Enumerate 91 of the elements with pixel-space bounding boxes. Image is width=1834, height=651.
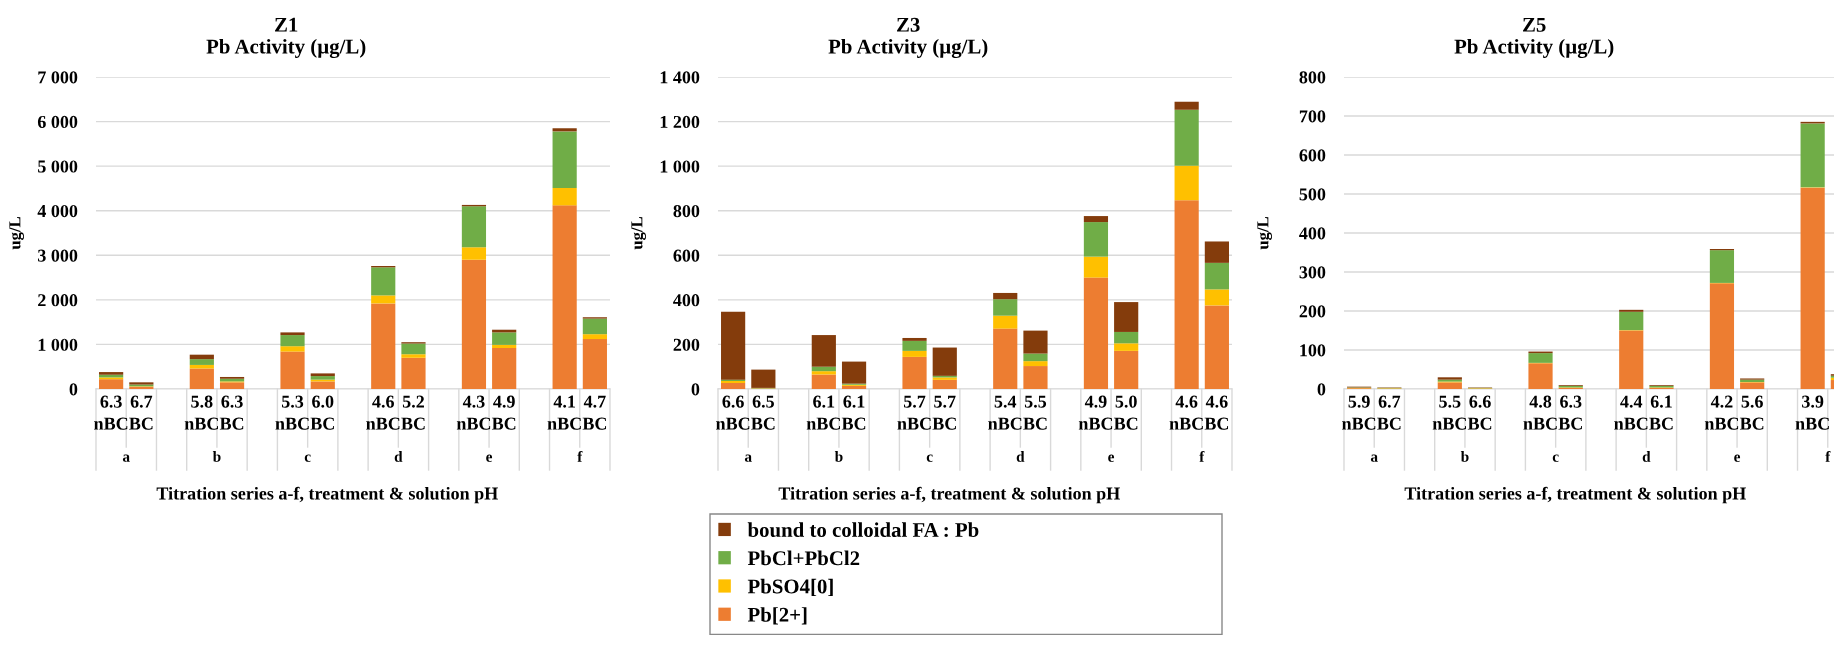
text: f xyxy=(1825,450,1831,462)
chart-title: Z3 Pb Activity (µg/L) xyxy=(828,17,988,58)
y-tick-label: 400 xyxy=(673,294,700,307)
x-tick-label: 6.5 BC xyxy=(751,395,775,430)
text: f xyxy=(577,450,583,462)
text: a xyxy=(122,454,130,462)
text: c xyxy=(304,454,311,462)
x-tick-label: 6.1 BC xyxy=(841,395,866,430)
text: a xyxy=(744,454,752,462)
y-tick-label: 500 xyxy=(1299,188,1326,201)
y-tick-label: 300 xyxy=(1299,266,1326,279)
y-tick-label: 6 000 xyxy=(37,115,78,129)
y-tick-label: 0 xyxy=(69,383,78,396)
text: f xyxy=(1199,450,1205,462)
text: e xyxy=(1734,454,1741,462)
y-tick-label: 200 xyxy=(673,338,700,351)
x-axis-title: Titration series a-f, treatment & solution pH xyxy=(156,486,498,504)
text: d xyxy=(394,451,403,462)
x-tick-label: 5.5 nBC xyxy=(1432,395,1467,430)
y-tick-label: 0 xyxy=(691,383,700,396)
legend-label: PbSO4[0] xyxy=(747,578,833,597)
x-tick-label: 5.9 nBC xyxy=(1342,395,1376,430)
x-tick-label: 5.7 nBC xyxy=(897,395,931,430)
x-axis-title: Titration series a-f, treatment & solution pH xyxy=(778,486,1120,504)
y-tick-label: 200 xyxy=(1299,305,1326,318)
y-tick-label: 3 000 xyxy=(38,249,78,262)
x-tick-label: 6.7 BC xyxy=(129,395,153,430)
y-tick-label: 700 xyxy=(1299,110,1326,123)
x-tick-label: 6.3 BC xyxy=(1558,395,1582,430)
text: e xyxy=(1108,454,1115,462)
x-tick-label: 6.7 BC xyxy=(1377,395,1401,430)
y-tick-label: 0 xyxy=(1317,383,1326,396)
text: a xyxy=(1370,454,1378,462)
text: c xyxy=(926,454,933,462)
x-tick-label: 4.2 nBC xyxy=(1704,395,1739,430)
x-tick-label: 4.4 nBC xyxy=(1614,395,1648,430)
chart-title: Z5 Pb Activity (µg/L) xyxy=(1454,17,1614,58)
x-tick-label: 5.0 BC xyxy=(1113,395,1138,430)
text: b xyxy=(834,451,843,462)
y-tick-label: 1 000 xyxy=(660,160,700,173)
y-tick-label: 1 000 xyxy=(38,338,78,351)
legend-label: PbCl+PbCl2 xyxy=(747,550,860,566)
x-tick-label: 4.9 BC xyxy=(491,395,516,430)
y-tick-label: 5 000 xyxy=(38,160,78,173)
y-axis-title: ug/L xyxy=(631,217,646,250)
text: c xyxy=(1552,454,1559,462)
y-tick-label: 2 000 xyxy=(38,294,78,307)
x-tick-label: 4.9 nBC xyxy=(1078,395,1113,430)
x-tick-label: 5.4 nBC xyxy=(988,395,1022,430)
x-tick-label: 4.1 nBC xyxy=(547,395,581,430)
x-tick-label: 4.6 nBC xyxy=(366,395,400,430)
text: b xyxy=(1460,451,1469,462)
x-tick-label: 6.1 BC xyxy=(1649,395,1673,430)
x-axis-title: Titration series a-f, treatment & solution pH xyxy=(1404,486,1746,504)
x-tick-label: 5.8 nBC xyxy=(184,395,219,430)
y-tick-label: 800 xyxy=(673,204,700,218)
y-tick-label: 400 xyxy=(1299,227,1326,240)
x-tick-label: 4.7 BC xyxy=(582,395,607,430)
y-tick-label: 1 200 xyxy=(660,115,700,129)
text: d xyxy=(1642,451,1651,462)
x-tick-label: 5.2 BC xyxy=(401,395,425,430)
text: d xyxy=(1016,451,1025,462)
text: e xyxy=(486,454,493,462)
x-tick-label: 6.1 nBC xyxy=(806,395,841,430)
x-tick-label: 6.6 BC xyxy=(1467,395,1492,430)
x-tick-label: 6.0 BC xyxy=(310,395,334,430)
legend-label: bound to colloidal FA : Pb xyxy=(747,522,979,538)
text: b xyxy=(212,451,221,462)
x-tick-label: 6.6 nBC xyxy=(716,395,750,430)
x-tick-label: 5.6 BC xyxy=(1739,395,1764,430)
y-axis-title: ug/L xyxy=(9,217,24,250)
y-tick-label: 100 xyxy=(1300,344,1326,357)
x-tick-label: 6.3 BC xyxy=(219,395,244,430)
y-tick-label: 7 000 xyxy=(38,71,78,84)
x-tick-label: 6.3 nBC xyxy=(94,395,128,430)
x-tick-label: 3.9 nBC xyxy=(1795,395,1829,430)
x-tick-label: 5.7 BC xyxy=(932,395,956,430)
x-tick-label: 5.3 nBC xyxy=(275,395,309,430)
y-tick-label: 1 400 xyxy=(660,71,700,84)
y-tick-label: 600 xyxy=(673,249,700,262)
y-tick-label: 600 xyxy=(1299,149,1326,162)
y-tick-label: 800 xyxy=(1299,71,1326,84)
x-tick-label: 4.6 BC xyxy=(1204,395,1229,430)
x-tick-label: 5.5 BC xyxy=(1023,395,1047,430)
legend-label: Pb[2+] xyxy=(747,607,807,625)
x-tick-label: 4.6 nBC xyxy=(1169,395,1203,430)
y-tick-label: 4 000 xyxy=(37,204,78,218)
x-tick-label: 4.8 nBC xyxy=(1523,395,1557,430)
chart-title: Z1 Pb Activity (µg/L) xyxy=(206,17,366,58)
x-tick-label: 4.3 nBC xyxy=(456,395,491,430)
y-axis-title: ug/L xyxy=(1257,217,1272,250)
